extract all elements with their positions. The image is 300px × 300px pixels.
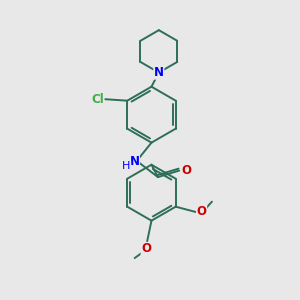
Text: N: N bbox=[154, 66, 164, 79]
Text: H: H bbox=[122, 161, 130, 171]
Text: O: O bbox=[141, 242, 151, 256]
Text: N: N bbox=[129, 155, 140, 168]
Text: Cl: Cl bbox=[91, 93, 104, 106]
Text: O: O bbox=[196, 206, 207, 218]
Text: O: O bbox=[182, 164, 191, 176]
